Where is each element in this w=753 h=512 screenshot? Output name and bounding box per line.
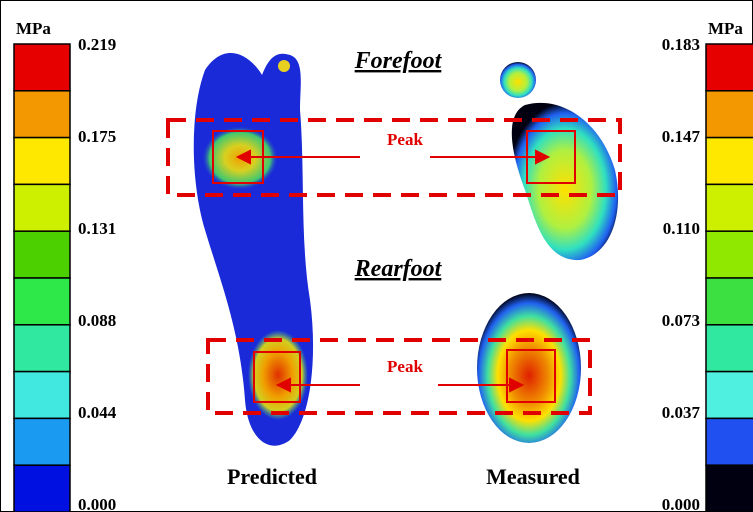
caption: Predicted [227, 464, 317, 489]
region-label: Forefoot [354, 48, 443, 74]
color-band [13, 183, 71, 232]
tick-label: 0.073 [662, 311, 700, 330]
color-band [13, 230, 71, 279]
color-band [705, 370, 753, 420]
color-band [705, 324, 753, 373]
tick-label: 0.131 [78, 219, 116, 238]
color-band [13, 370, 71, 420]
peak-label: Peak [387, 357, 423, 376]
right-colorbar [705, 43, 753, 512]
arrows [235, 149, 551, 393]
tick-label: 0.147 [662, 127, 701, 146]
tick-label: 0.110 [663, 219, 700, 238]
tick-label: 0.044 [78, 403, 117, 422]
color-band [13, 43, 71, 92]
color-band [705, 230, 753, 279]
tick-label: 0.219 [78, 35, 116, 54]
color-band [13, 277, 71, 326]
region-box [206, 338, 592, 415]
color-band [13, 464, 71, 512]
color-band [13, 90, 71, 139]
tick-label: 0.088 [78, 311, 116, 330]
tick-label: 0.175 [78, 127, 116, 146]
color-band [705, 183, 753, 232]
peak-label: Peak [387, 130, 423, 149]
color-band [705, 277, 753, 326]
color-band [705, 90, 753, 139]
color-band [705, 136, 753, 186]
left-colorbar [13, 43, 71, 512]
unit-label: MPa [708, 19, 743, 38]
color-band [13, 417, 71, 466]
tick-label: 0.000 [662, 495, 700, 512]
tick-label: 0.183 [662, 35, 700, 54]
region-label: Rearfoot [354, 256, 443, 282]
color-band [705, 464, 753, 512]
unit-label: MPa [16, 19, 51, 38]
tick-label: 0.037 [662, 403, 701, 422]
color-band [13, 136, 71, 186]
caption: Measured [486, 464, 580, 489]
tick-label: 0.000 [78, 495, 116, 512]
color-band [13, 324, 71, 373]
measured-foot [477, 62, 619, 443]
color-band [705, 43, 753, 92]
region-box [166, 118, 622, 197]
color-band [705, 417, 753, 466]
